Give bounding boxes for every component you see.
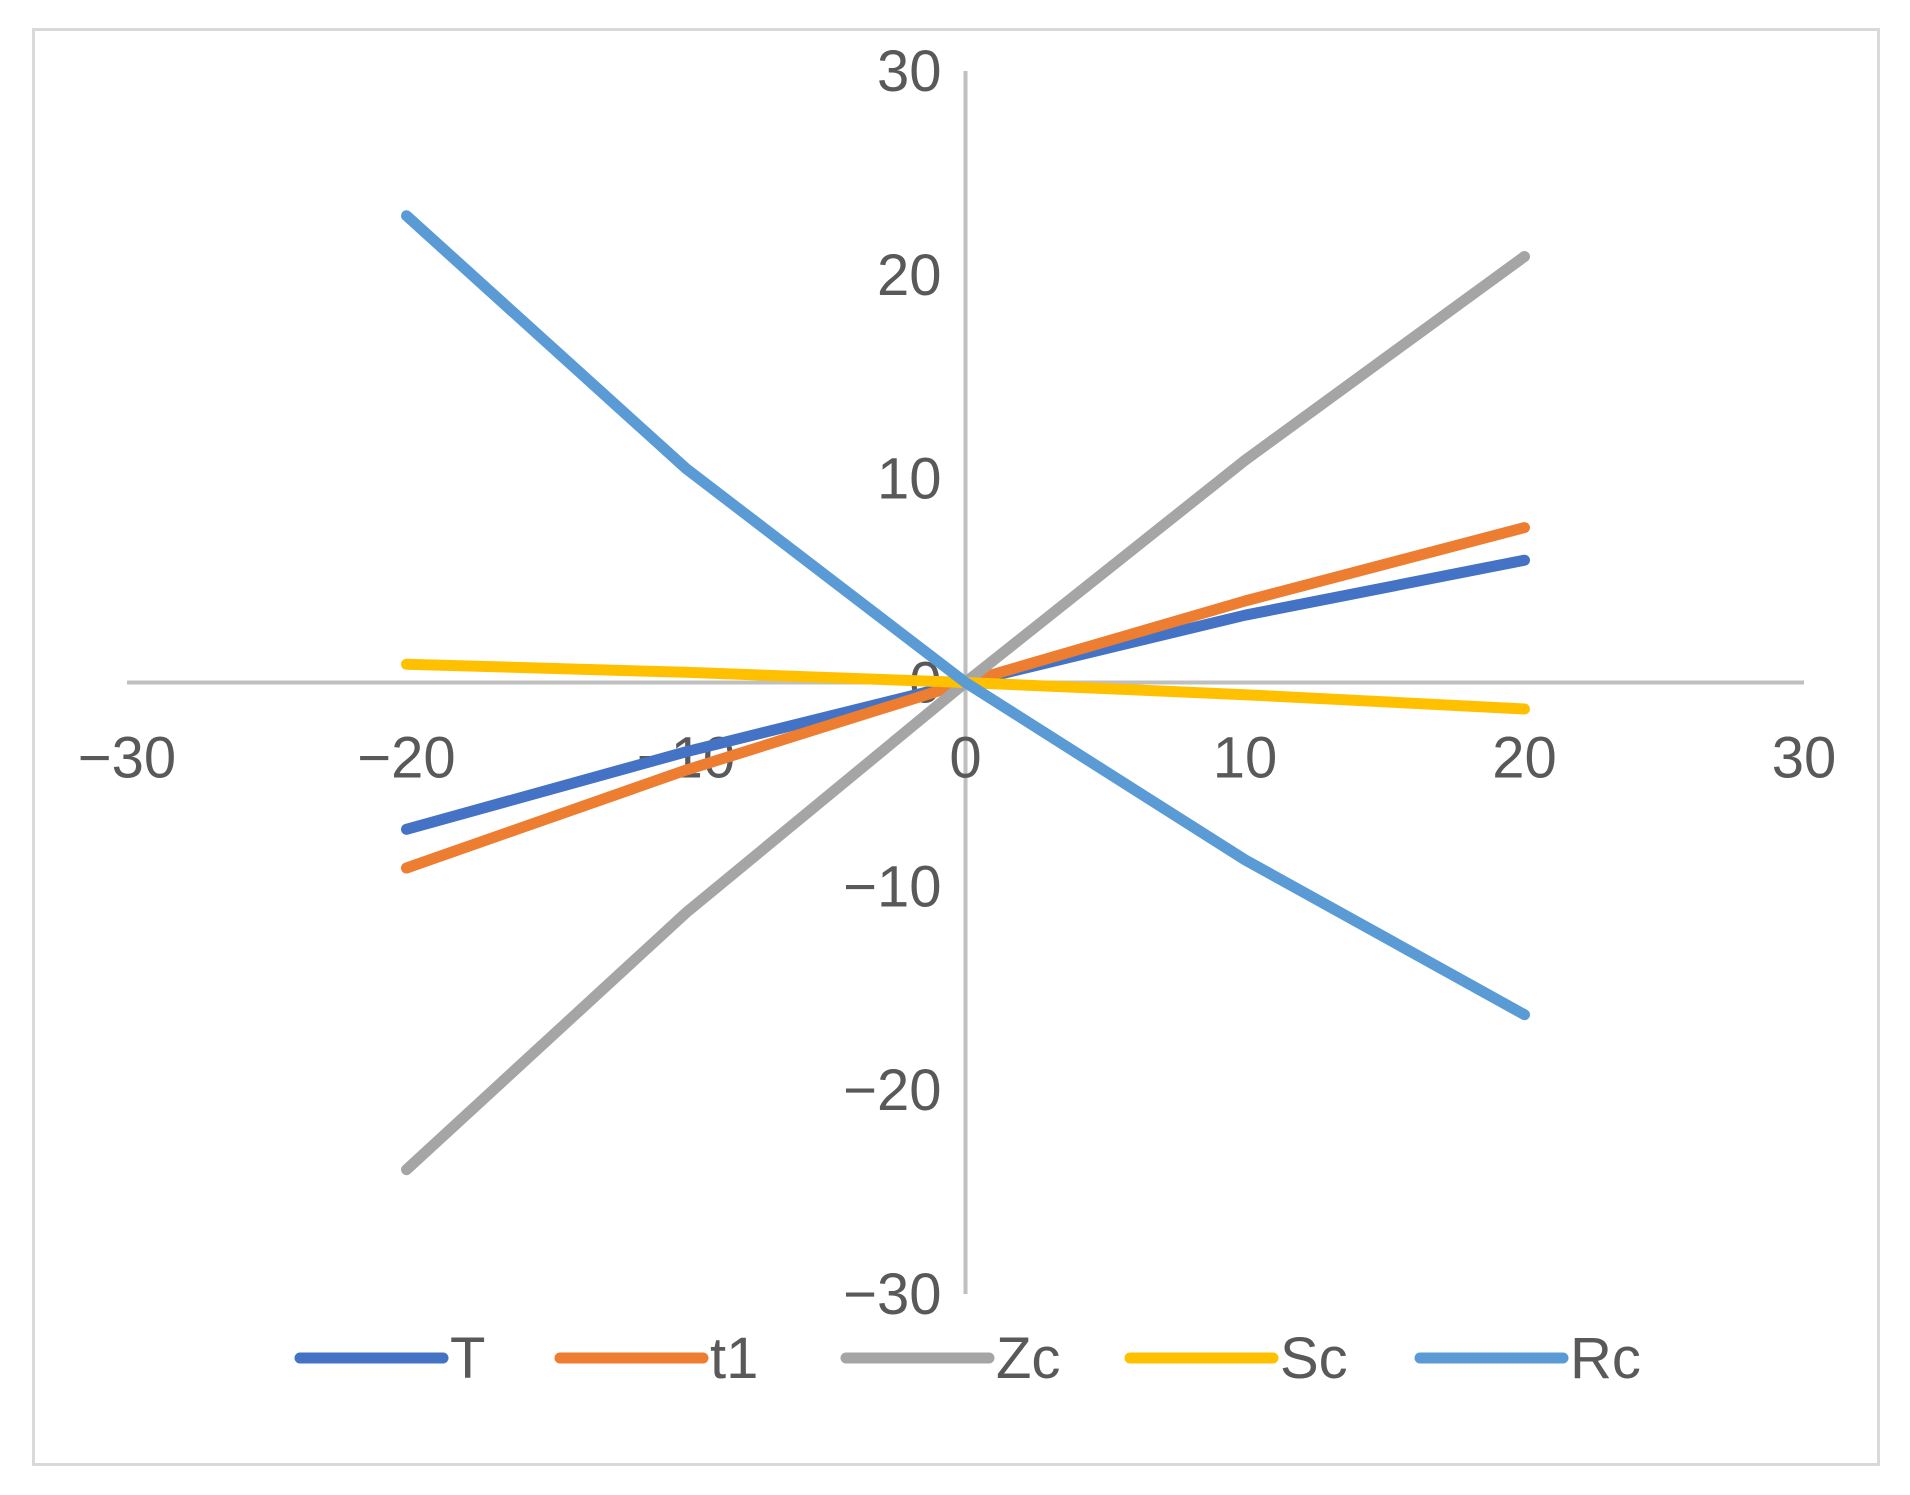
legend-item-t1: t1 [554, 1326, 758, 1391]
chart-frame [32, 28, 1880, 1466]
y-tick-label: −20 [843, 1058, 941, 1123]
legend-label: Rc [1570, 1326, 1641, 1391]
y-tick-label: 10 [877, 447, 942, 512]
y-tick-label: 30 [877, 39, 942, 104]
legend-label: Sc [1280, 1326, 1348, 1391]
legend-item-t: T [294, 1326, 485, 1391]
legend-item-sc: Sc [1124, 1326, 1348, 1391]
x-tick-label: 20 [1492, 726, 1557, 791]
legend-item-zc: Zc [840, 1326, 1060, 1391]
legend-label: t1 [710, 1326, 758, 1391]
y-tick-label: −30 [843, 1262, 941, 1327]
x-tick-labels: −30 −20 −10 0 10 20 30 [78, 726, 1836, 791]
y-tick-label: −10 [843, 854, 941, 919]
y-tick-label: 20 [877, 243, 942, 308]
x-tick-label: 10 [1213, 726, 1278, 791]
x-tick-label: 0 [949, 726, 981, 791]
legend-label: T [450, 1326, 485, 1391]
legend-label: Zc [996, 1326, 1060, 1391]
legend-item-rc: Rc [1414, 1326, 1641, 1391]
x-tick-label: −30 [78, 726, 176, 791]
x-tick-label: 30 [1772, 726, 1837, 791]
series-line-rc [401, 210, 1530, 1021]
x-tick-label: −20 [357, 726, 455, 791]
series-lines [401, 210, 1530, 1176]
